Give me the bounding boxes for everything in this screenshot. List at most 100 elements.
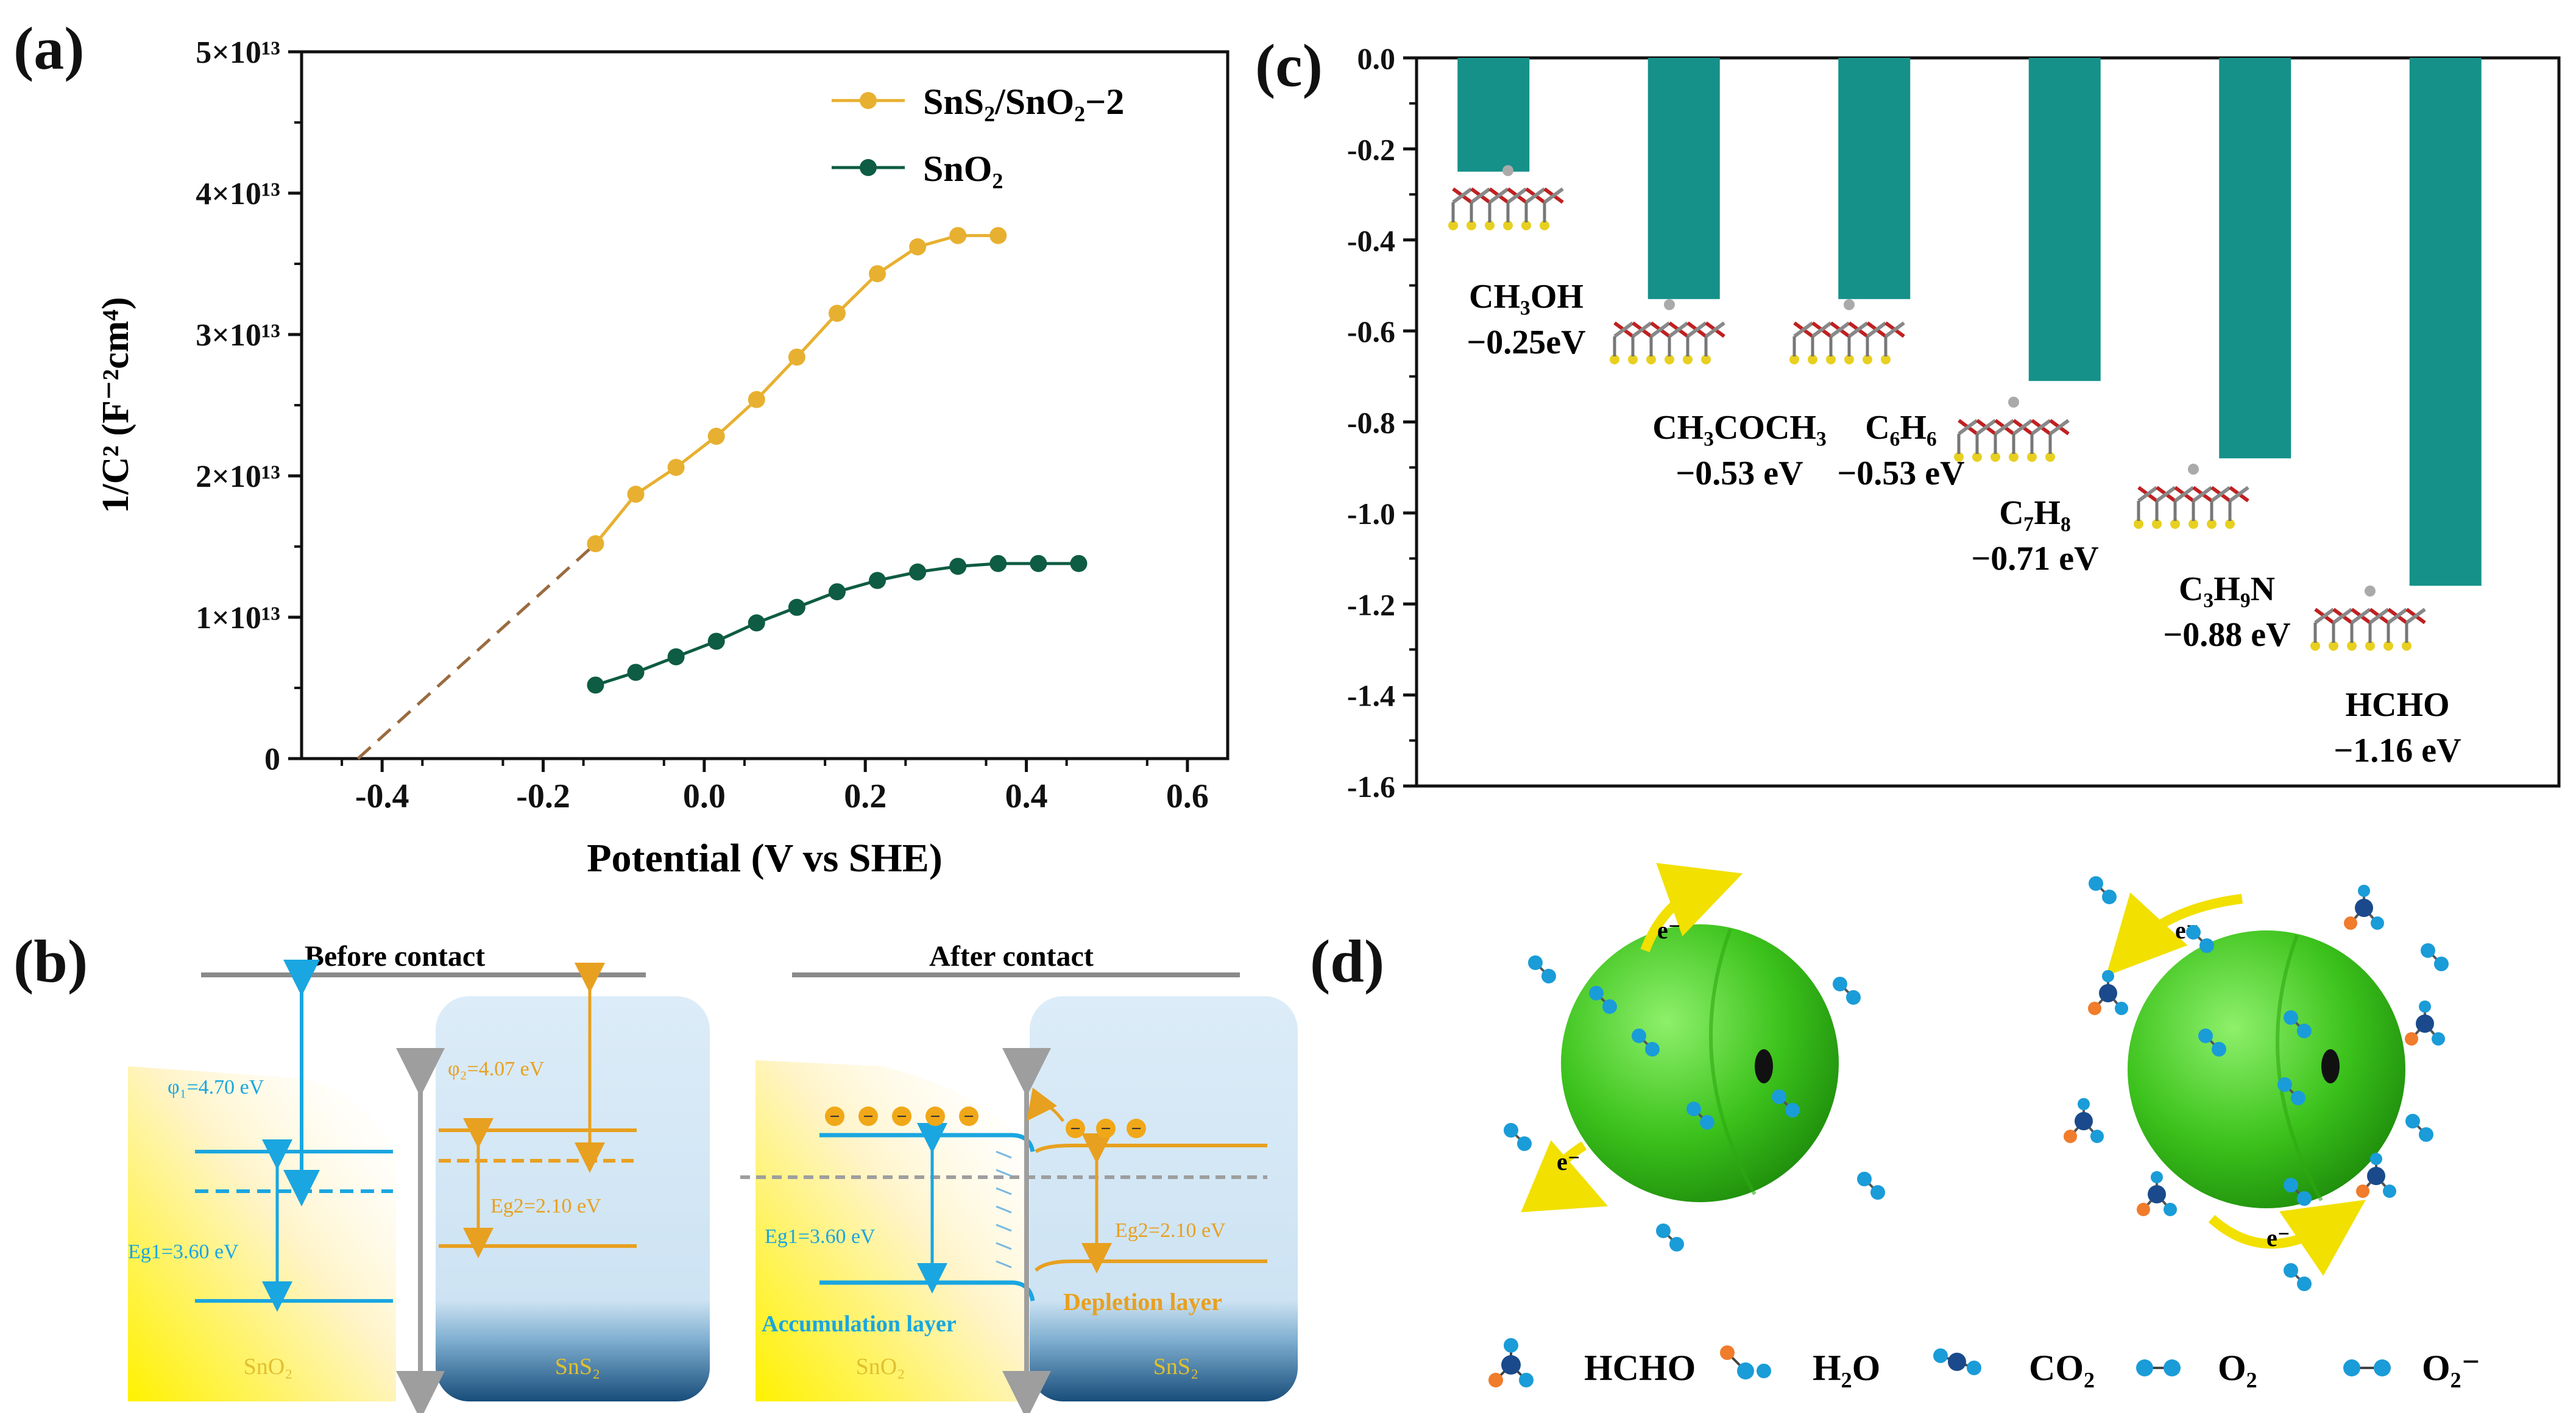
depletion-layer-label: Depletion layer <box>1063 1288 1222 1316</box>
sulfur-atom <box>1467 221 1476 230</box>
bond <box>1507 187 1527 204</box>
legend-hcho-icon <box>1488 1338 1534 1387</box>
legend-o2-minus-label: O₂⁻ <box>2422 1348 2480 1388</box>
hydrogen-atom <box>2356 1185 2369 1198</box>
series-line <box>594 234 999 545</box>
oxygen-atom <box>1785 1103 1800 1117</box>
y-tick-label: -0.2 <box>1347 132 1395 166</box>
bond <box>2210 486 2231 503</box>
sno2-block-after <box>755 1060 1030 1401</box>
oxygen-atom <box>2198 1029 2213 1043</box>
hcho-molecule <box>2356 1153 2396 1198</box>
o2-molecule <box>2089 876 2117 904</box>
plot-frame <box>300 50 1230 760</box>
sulfur-atom <box>1701 355 1711 364</box>
eg1-label-after: Eg1=3.60 eV <box>765 1225 876 1248</box>
hydrogen-atom <box>2064 1130 2077 1143</box>
sulfur-atom <box>2310 641 2320 651</box>
data-point <box>869 265 886 283</box>
bond <box>1958 419 1978 436</box>
legend-hcho-label: HCHO <box>1584 1348 1696 1388</box>
carbon-atom <box>2099 984 2117 1002</box>
electron-label: e⁻ <box>2266 1224 2290 1252</box>
electron-sign: − <box>829 1107 840 1127</box>
sulfur-atom <box>2009 452 2019 462</box>
oxygen-atom <box>1669 1237 1684 1252</box>
electron-arrow <box>1521 1140 1608 1213</box>
eg2-label-after: Eg2=2.10 eV <box>1115 1219 1226 1242</box>
bond <box>1830 321 1850 338</box>
sulfur-atom <box>2134 519 2143 529</box>
y-axis-title: 1/C² (F⁻²cm⁴) <box>95 297 136 513</box>
sulfur-atom <box>2207 519 2217 529</box>
bond <box>2156 486 2176 503</box>
legend-o2-icon <box>2136 1359 2181 1376</box>
o2-molecule <box>1504 1123 1532 1151</box>
oxygen-atom <box>1870 1185 1885 1200</box>
adsorbate-atom <box>1664 299 1675 310</box>
o2-molecule <box>1772 1089 1800 1117</box>
y-tick-label: -1.4 <box>1347 679 1395 713</box>
sulfur-atom <box>2152 519 2162 529</box>
data-point <box>788 349 805 366</box>
bar-category-label: C₃H₉N <box>2179 570 2275 608</box>
hydrogen-atom <box>2405 1032 2418 1046</box>
oxygen-atom <box>2090 1130 2104 1143</box>
adsorption-structure <box>1448 165 1564 230</box>
bond <box>2314 607 2335 625</box>
oxygen-atom <box>2421 943 2435 958</box>
bond <box>1525 187 1546 204</box>
adsorbate-atom <box>2188 464 2199 475</box>
bar-category-label: CH₃OH <box>1469 278 1583 316</box>
bond <box>2137 486 2158 503</box>
sulfur-atom <box>1789 355 1799 364</box>
sns2-label-after: SnS₂ <box>1153 1354 1199 1379</box>
sulfur-atom <box>1448 221 1458 230</box>
sulfur-atom <box>1972 452 1982 462</box>
oxygen-atom <box>1656 1224 1671 1238</box>
data-point <box>667 459 685 476</box>
o2-molecule <box>2405 1114 2433 1142</box>
oxygen-atom <box>2419 1127 2433 1142</box>
sulfur-atom <box>1521 221 1531 230</box>
carbon-atom <box>2075 1112 2093 1130</box>
hcho-molecule <box>2064 1098 2104 1143</box>
gas-sensing-schematic: e⁻ e⁻ e⁻ e⁻ HCHO <box>1488 863 2480 1388</box>
chart-c: 0.0 -0.2 -0.4 -0.6 -0.8 -1.0 -1.2 -1.4 -1.6 CH₃OH… <box>1347 41 2561 804</box>
sno2-label-after: SnO₂ <box>856 1354 905 1379</box>
adsorption-structure <box>1954 397 2070 462</box>
oxygen-atom <box>1833 977 1847 991</box>
x-tick-label: 0.4 <box>1005 777 1048 815</box>
bond <box>1650 321 1671 338</box>
bar <box>1647 58 1720 299</box>
o2-molecule <box>2277 1077 2305 1105</box>
y-tick-label: -0.6 <box>1347 314 1395 349</box>
oxygen-atom <box>1686 1102 1701 1116</box>
bond <box>1613 321 1634 338</box>
oxygen-atom <box>2199 938 2214 953</box>
chart-a: -0.4 -0.2 0.0 0.2 0.4 0.6 0 1×10¹³ 2×10¹³ 3×10¹³ 4… <box>95 35 1230 880</box>
adsorption-structure <box>1610 299 1725 364</box>
y-tick-label: 0.0 <box>1357 41 1396 76</box>
electron-transfer-arrow <box>1026 1087 1064 1122</box>
hydrogen-atom <box>2151 1171 2163 1183</box>
legend-label: SnO₂ <box>923 149 1003 189</box>
panel-label-c: (c) <box>1255 32 1323 99</box>
sulfur-atom <box>1628 355 1638 364</box>
sulfur-atom <box>2329 641 2338 651</box>
plot-frame <box>1415 56 2561 788</box>
y-tick-label: 3×10¹³ <box>196 318 280 353</box>
sulfur-atom <box>2170 519 2180 529</box>
molecules <box>1504 876 2449 1291</box>
o2-molecule <box>2421 943 2449 971</box>
oxygen-atom <box>2284 1010 2298 1025</box>
sno2-label: SnO₂ <box>244 1354 293 1379</box>
electron-label: e⁻ <box>1557 1148 1580 1175</box>
bond <box>1668 321 1689 338</box>
oxygen-atom <box>2291 1091 2305 1105</box>
sulfur-atom <box>1683 355 1693 364</box>
oxygen-atom <box>1528 955 1543 970</box>
legend-h2o-label: H₂O <box>1813 1348 1880 1388</box>
electron-arrow <box>2106 892 2243 977</box>
oxygen-atom <box>1645 1042 1660 1057</box>
